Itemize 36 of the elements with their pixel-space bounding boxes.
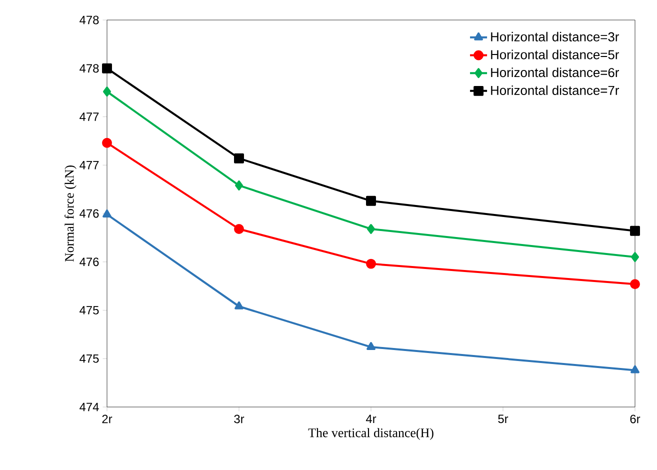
x-tick-label: 3r bbox=[234, 414, 244, 424]
y-tick-label: 475 bbox=[80, 354, 99, 363]
x-tick-label: 4r bbox=[366, 414, 376, 423]
y-tick-label: 476 bbox=[80, 209, 99, 218]
y-tick-label: 476 bbox=[80, 258, 99, 266]
x-tick-label: 6r bbox=[630, 414, 640, 424]
point bbox=[631, 252, 639, 262]
legend-label: Horizontal distance=3r bbox=[491, 32, 620, 42]
point bbox=[234, 224, 244, 234]
legend-label: Horizontal distance=5r bbox=[491, 50, 620, 60]
point bbox=[102, 63, 112, 74]
point bbox=[102, 138, 112, 148]
y-tick-label: 475 bbox=[80, 306, 99, 314]
legend-label: Horizontal distance=7r bbox=[491, 85, 620, 95]
point bbox=[103, 86, 111, 97]
y-tick-label: 478 bbox=[80, 16, 99, 24]
y-tick-label: 478 bbox=[80, 64, 99, 73]
point bbox=[366, 258, 376, 269]
point bbox=[630, 279, 640, 290]
point bbox=[102, 209, 112, 218]
x-tick-label: 2r bbox=[102, 414, 112, 424]
x-axis-title: The vertical distance(H) bbox=[308, 428, 434, 440]
point bbox=[366, 196, 376, 206]
y-tick-label: 474 bbox=[80, 402, 99, 412]
x-tick-label: 5r bbox=[498, 414, 508, 424]
point bbox=[366, 342, 376, 350]
point bbox=[630, 365, 640, 374]
point bbox=[630, 226, 640, 236]
y-tick-label: 477 bbox=[80, 161, 99, 170]
y-tick-label: 477 bbox=[80, 112, 99, 121]
point bbox=[234, 301, 244, 310]
y-axis-title: Normal force (kN) bbox=[64, 166, 76, 262]
point bbox=[367, 224, 375, 234]
legend-label: Horizontal distance=6r bbox=[491, 68, 620, 78]
point bbox=[234, 153, 244, 164]
point bbox=[235, 180, 243, 190]
